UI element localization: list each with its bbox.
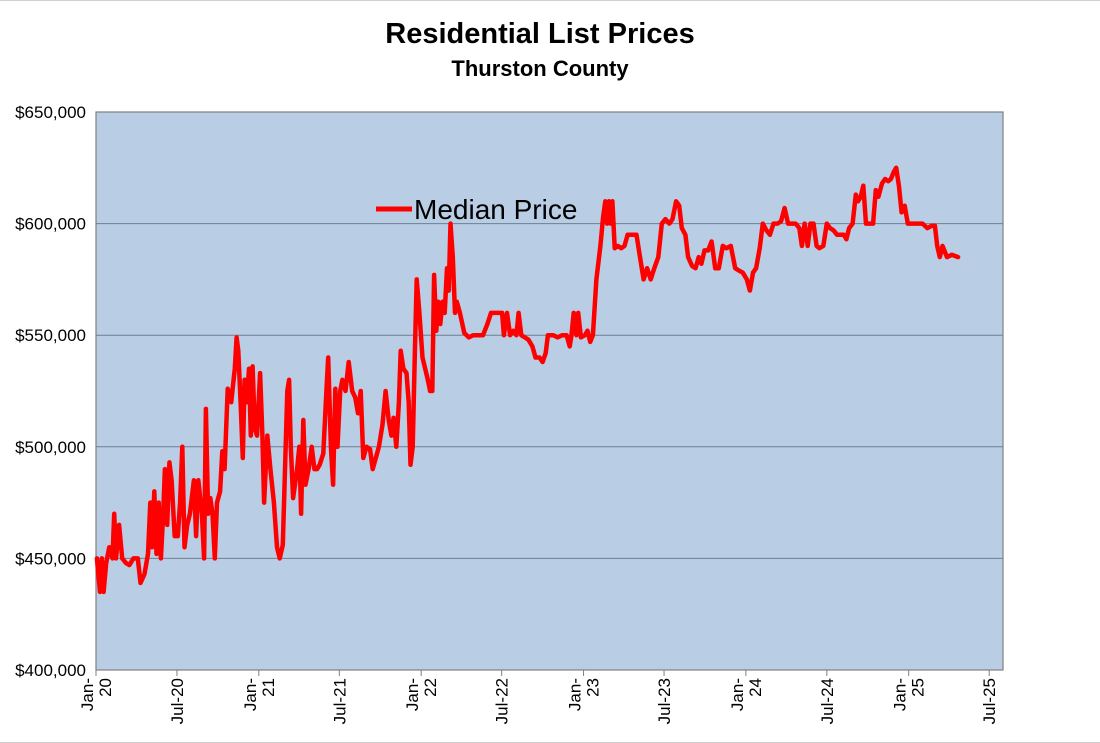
x-tick-label: Jul-24 [818, 678, 837, 724]
y-tick-label: $450,000 [15, 549, 86, 568]
y-tick-label: $400,000 [15, 661, 86, 680]
y-tick-label: $650,000 [15, 103, 86, 122]
series-line-median-price [94, 165, 961, 595]
y-tick-label: $550,000 [15, 326, 86, 345]
x-tick-label: Jan- [241, 678, 260, 711]
legend: Median Price [376, 194, 577, 225]
x-tick-label: 20 [96, 678, 115, 697]
x-tick-label: 22 [421, 678, 440, 697]
x-tick-label: Jul-20 [168, 678, 187, 724]
x-tick-label: 25 [909, 678, 928, 697]
y-tick-label: $500,000 [15, 438, 86, 457]
x-tick-label: Jan- [891, 678, 910, 711]
x-tick-label: Jul-21 [330, 678, 349, 724]
series-group [94, 165, 961, 595]
x-tick-label: 21 [259, 678, 278, 697]
y-axis: $400,000 $450,000 $500,000 $550,000 $600,000… [15, 103, 86, 680]
x-tick-label: Jul-25 [980, 678, 999, 724]
x-tick-label: 24 [746, 678, 765, 697]
x-axis: Jan- 20 Jul-20 Jan- 21 Jul-21 Jan- 22 Jul-22 Jan-… [78, 670, 999, 724]
x-tick-label: Jan- [566, 678, 585, 711]
chart-title: Residential List Prices [385, 18, 695, 50]
x-tick-label: Jul-23 [655, 678, 674, 724]
chart-subtitle: Thurston County [451, 56, 629, 81]
x-tick-label: 23 [584, 678, 603, 697]
y-tick-label: $600,000 [15, 215, 86, 234]
legend-label: Median Price [414, 194, 577, 225]
x-tick-label: Jan- [403, 678, 422, 711]
x-tick-label: Jan- [728, 678, 747, 711]
x-tick-label: Jan- [78, 678, 97, 711]
x-tick-label: Jul-22 [493, 678, 512, 724]
